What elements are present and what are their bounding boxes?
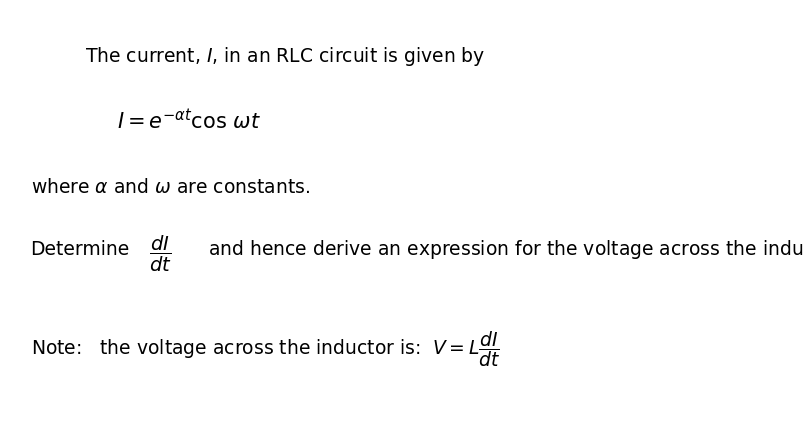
Text: and hence derive an expression for the voltage across the inductor $\mathit{L}$.: and hence derive an expression for the v… [208,238,805,261]
Text: $\dfrac{dI}{dt}$: $\dfrac{dI}{dt}$ [149,234,171,273]
Text: $\mathit{I} = e^{-\alpha \mathit{t}}\cos\,\omega \mathit{t}$: $\mathit{I} = e^{-\alpha \mathit{t}}\cos… [117,108,261,133]
Text: The current, $\mathit{I}$, in an RLC circuit is given by: The current, $\mathit{I}$, in an RLC cir… [85,44,485,68]
Text: Determine: Determine [31,240,130,259]
Text: Note:   the voltage across the inductor is:  $\mathit{V} = \mathit{L}\dfrac{dI}{: Note: the voltage across the inductor is… [31,329,500,368]
Text: where $\alpha$ and $\omega$ are constants.: where $\alpha$ and $\omega$ are constant… [31,178,310,197]
